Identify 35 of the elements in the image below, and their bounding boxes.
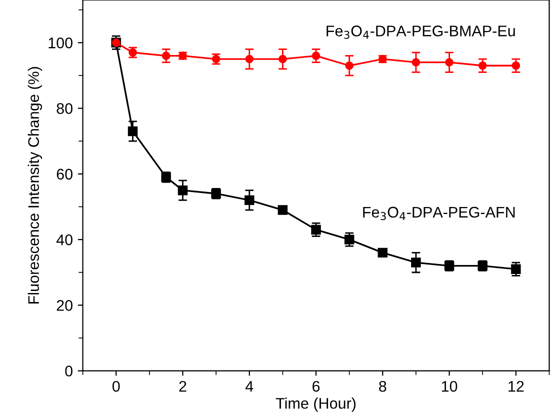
point (278, 54, 287, 64)
y-tick-label: 60 (56, 168, 72, 180)
y-tick-label: 100 (48, 38, 72, 48)
y-tick-label: 40 (56, 234, 72, 246)
y-tick-label: 20 (56, 300, 72, 311)
point (412, 58, 420, 67)
series-label: Fe$_{3}$O$_{4}$-DPA-PEG-BMAP-Eu (326, 26, 515, 39)
point (344, 234, 354, 244)
x-tick-label: 2 (179, 380, 186, 392)
point (378, 248, 388, 258)
x-tick-label: 0 (112, 380, 120, 392)
point (511, 264, 521, 274)
point (411, 258, 421, 268)
series-label: Fe$_{3}$O$_{4}$-DPA-PEG-AFN (363, 206, 515, 220)
point (311, 224, 321, 235)
x-tick-label: 10 (442, 380, 458, 392)
x-tick-label: 12 (508, 380, 524, 392)
x-tick-label: 6 (312, 380, 320, 392)
point (128, 126, 138, 136)
y-axis-title: Fluorescence Intensity Change (%) (28, 67, 42, 304)
x-tick-label: 8 (379, 380, 386, 392)
point (312, 52, 320, 60)
y-tick-label: 0 (65, 366, 72, 376)
y-tick-label: 80 (56, 103, 72, 114)
point (345, 61, 354, 70)
point (178, 185, 188, 196)
point (162, 52, 170, 60)
x-tick-label: 4 (245, 381, 254, 392)
point (245, 54, 254, 64)
point (278, 205, 288, 215)
point (445, 58, 454, 67)
point (478, 61, 487, 70)
point (512, 61, 520, 70)
x-axis-title: Time (Hour) (276, 398, 356, 412)
point (244, 195, 254, 206)
